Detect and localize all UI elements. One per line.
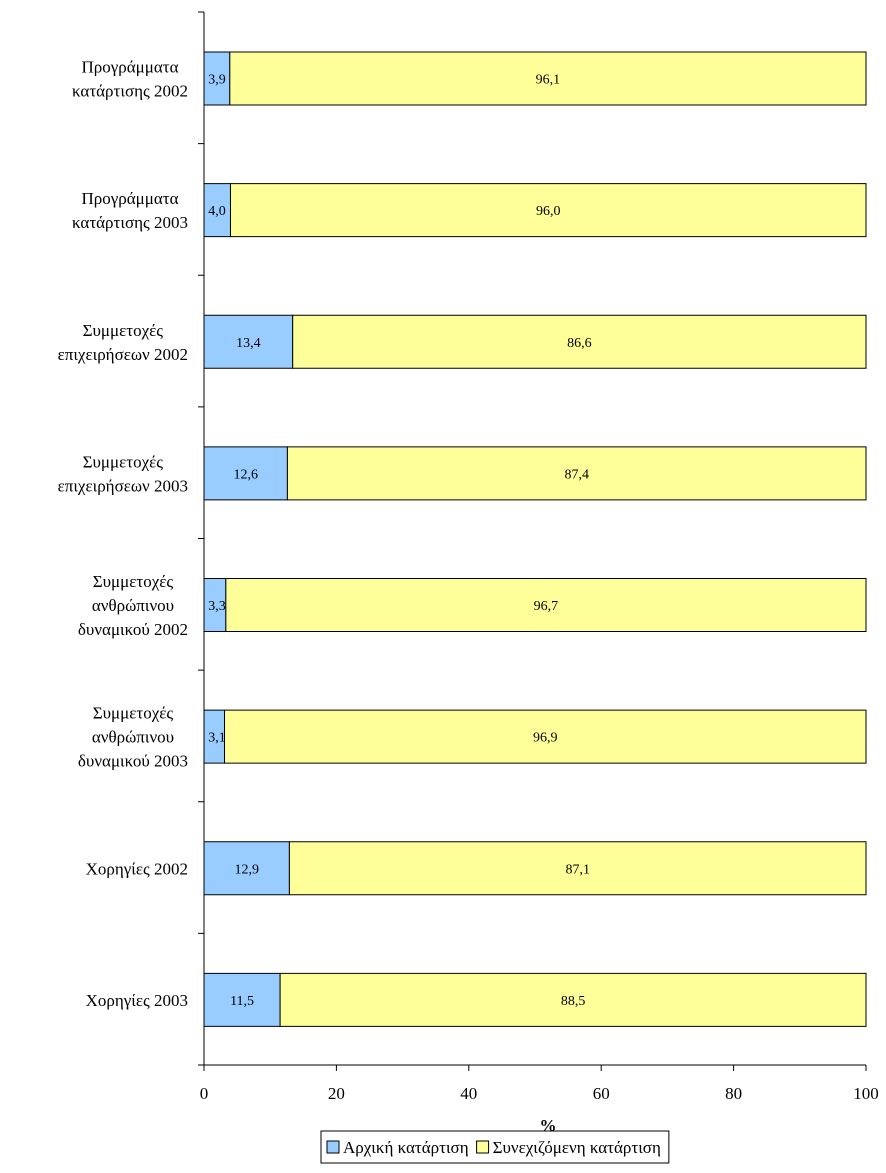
legend-label-continuing: Συνεχιζόμενη κατάρτιση (493, 1138, 661, 1157)
category-label-5: Συμμετοχές ανθρώπινου δυναμικού 2002 (78, 572, 188, 639)
bar-initial-training-8 (203, 972, 281, 1027)
data-label-continuing-3: 86,6 (567, 336, 592, 351)
x-tick-label-100: 100 (853, 1084, 879, 1103)
bar-continuing-training-5 (225, 578, 867, 632)
data-label-initial-2: 4,0 (208, 204, 226, 219)
bar-continuing-training-1 (229, 51, 867, 106)
data-label-initial-5: 3,3 (208, 599, 226, 614)
bar-continuing-training-8 (279, 972, 867, 1027)
category-label-4: Συμμετοχές επιχειρήσεων 2003 (58, 452, 188, 495)
bars-layer: 3,9 96,1 4,0 96,0 13,4 86,6 12,6 87,4 3,3 96,7 3,1… (203, 51, 867, 1027)
x-tick-label-60: 60 (593, 1084, 610, 1103)
x-tick-label-20: 20 (328, 1084, 345, 1103)
category-label-1: Προγράμματα κατάρτισης 2002 (72, 58, 188, 101)
bar-initial-training-2 (203, 183, 231, 238)
bar-initial-training-7 (203, 841, 290, 896)
category-label-3: Συμμετοχές επιχειρήσεων 2002 (58, 321, 188, 364)
bar-initial-training-4 (203, 446, 288, 501)
data-label-continuing-4: 87,4 (564, 467, 589, 482)
x-tick-label-80: 80 (725, 1084, 742, 1103)
axis-layer (198, 11, 867, 1071)
data-label-continuing-1: 96,1 (536, 73, 561, 88)
data-label-continuing-6: 96,9 (533, 731, 558, 746)
data-label-continuing-7: 87,1 (565, 862, 590, 877)
x-tick-labels: 0 20 40 60 80 100 (200, 1084, 879, 1103)
data-label-continuing-2: 96,0 (536, 204, 561, 219)
x-tick-label-0: 0 (200, 1084, 209, 1103)
bar-continuing-training-7 (288, 841, 867, 896)
x-axis-title: % (540, 1116, 557, 1135)
data-label-initial-6: 3,1 (208, 731, 226, 746)
bar-continuing-training-6 (224, 709, 867, 764)
legend-box (320, 1130, 670, 1164)
bar-continuing-training-3 (292, 314, 867, 369)
data-label-continuing-8: 88,5 (561, 994, 586, 1009)
data-label-continuing-5: 96,7 (534, 599, 559, 614)
legend: Αρχική κατάρτιση Συνεχιζόμενη κατάρτιση (320, 1130, 670, 1164)
category-label-8: Χορηγίες 2003 (86, 991, 188, 1010)
category-labels: Προγράμματα κατάρτισης 2002 Προγράμματα κατ… (58, 58, 188, 1010)
category-label-2: Προγράμματα κατάρτισης 2003 (72, 189, 188, 232)
legend-swatch-initial (326, 1140, 340, 1154)
data-label-initial-4: 12,6 (233, 467, 258, 482)
x-tick-label-40: 40 (460, 1084, 477, 1103)
data-label-initial-3: 13,4 (236, 336, 261, 351)
legend-label-initial: Αρχική κατάρτιση (343, 1138, 469, 1157)
category-label-7: Χορηγίες 2002 (86, 859, 188, 878)
bar-initial-training-3 (203, 314, 294, 369)
bar-continuing-training-4 (286, 446, 867, 501)
category-label-6: Συμμετοχές ανθρώπινου δυναμικού 2003 (78, 704, 188, 771)
data-label-initial-7: 12,9 (234, 862, 259, 877)
data-label-initial-1: 3,9 (208, 73, 226, 88)
bar-continuing-training-2 (229, 183, 867, 238)
data-label-initial-8: 11,5 (230, 994, 254, 1009)
legend-swatch-continuing (476, 1140, 490, 1154)
